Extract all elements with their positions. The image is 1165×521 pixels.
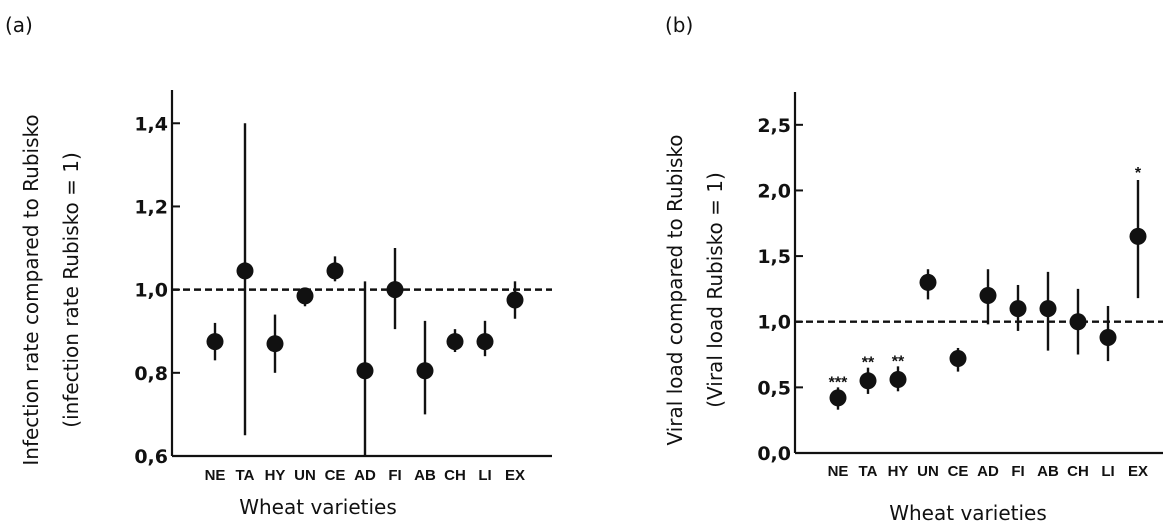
panel-b-ytick-label: 1,0 bbox=[757, 312, 791, 334]
panel-b-data-point bbox=[889, 370, 907, 388]
panel-a-category-label: CE bbox=[325, 467, 346, 484]
panel-b-data-point bbox=[1099, 328, 1117, 346]
panel-a-xlabel: Wheat varieties bbox=[239, 495, 397, 519]
panel-b-category-label: TA bbox=[859, 463, 878, 480]
panel-a-data-point bbox=[416, 362, 434, 380]
panel-a-category-label: LI bbox=[478, 467, 491, 484]
panel-b-significance-label: *** bbox=[829, 374, 848, 391]
panel-b-category-label: AB bbox=[1037, 463, 1059, 480]
panel-b-ylabel-line2: (Viral load Rubisko = 1) bbox=[703, 172, 727, 408]
panel-a-category-label: FI bbox=[388, 467, 401, 484]
panel-b-category-label: CH bbox=[1067, 463, 1089, 480]
panel-a-label: (a) bbox=[5, 13, 33, 37]
panel-a-plot: 0,6 0,8 1,0 1,2 1,4 NE TA HY UN CE AD FI AB CH LI EX bbox=[134, 90, 552, 484]
panel-b-data-point bbox=[1069, 313, 1087, 331]
panel-b-data-point bbox=[979, 286, 997, 304]
panel-b-data-point bbox=[919, 273, 937, 291]
panel-b-significance-label: * bbox=[1135, 165, 1142, 182]
panel-a-ylabel-line2: (infection rate Rubisko = 1) bbox=[59, 152, 83, 427]
panel-a-data-point bbox=[476, 333, 494, 351]
panel-b-xlabel: Wheat varieties bbox=[889, 501, 1047, 521]
panel-b-data-point bbox=[1009, 300, 1027, 318]
panel-a-data-point bbox=[506, 291, 524, 309]
panel-b-category-label: CE bbox=[948, 463, 969, 480]
panel-a-ytick-label: 1,4 bbox=[134, 113, 168, 135]
panel-a-data-point bbox=[236, 262, 254, 280]
panel-b-data-point bbox=[829, 389, 847, 407]
panel-a-category-label: AB bbox=[414, 467, 436, 484]
panel-b-category-label: UN bbox=[917, 463, 939, 480]
panel-b-ytick-label: 2,5 bbox=[757, 115, 791, 137]
panel-a-data-point bbox=[206, 333, 224, 351]
panel-a-ytick-label: 1,2 bbox=[134, 196, 168, 218]
panel-b-data-point bbox=[1039, 300, 1057, 318]
panel-b-category-label: EX bbox=[1128, 463, 1148, 480]
panel-a-category-label: NE bbox=[205, 467, 226, 484]
panel-b-significance-label: ** bbox=[892, 353, 905, 370]
panel-b-ytick-label: 1,5 bbox=[757, 246, 791, 268]
panel-a-data-point bbox=[386, 281, 404, 299]
panel-b-data-point bbox=[1129, 227, 1147, 245]
panel-a-data-point bbox=[446, 333, 464, 351]
panel-a-ytick-label: 1,0 bbox=[134, 280, 168, 302]
panel-a-category-label: AD bbox=[354, 467, 376, 484]
panel-a-category-label: EX bbox=[505, 467, 525, 484]
panel-a-ytick-label: 0,8 bbox=[134, 363, 168, 385]
panel-a-data-point bbox=[356, 362, 374, 380]
panel-a: (a) Infection rate compared to Rubisko (… bbox=[5, 13, 552, 519]
panel-a-category-label: TA bbox=[236, 467, 255, 484]
panel-b-ytick-label: 0,0 bbox=[757, 443, 791, 465]
panel-b: (b) Viral load compared to Rubisko (Vira… bbox=[663, 13, 1163, 521]
panel-b-ylabel-line1: Viral load compared to Rubisko bbox=[663, 135, 687, 446]
panel-a-category-label: UN bbox=[294, 467, 316, 484]
panel-b-category-label: LI bbox=[1101, 463, 1114, 480]
panel-b-ytick-label: 0,5 bbox=[757, 377, 791, 399]
panel-b-category-label: FI bbox=[1011, 463, 1024, 480]
panel-a-ytick-label: 0,6 bbox=[134, 446, 168, 468]
panel-b-category-label: NE bbox=[828, 463, 849, 480]
panel-a-ylabel-line1: Infection rate compared to Rubisko bbox=[19, 114, 43, 465]
panel-b-plot: 0,0 0,5 1,0 1,5 2,0 2,5 NE TA HY UN CE AD FI AB CH LI EX… bbox=[757, 92, 1163, 480]
panel-b-significance-label: ** bbox=[862, 355, 875, 372]
panel-a-category-label: CH bbox=[444, 467, 466, 484]
panel-a-data-point bbox=[296, 287, 314, 305]
panel-b-data-point bbox=[949, 349, 967, 367]
panel-b-label: (b) bbox=[665, 13, 693, 37]
panel-b-category-label: HY bbox=[888, 463, 909, 480]
panel-a-category-label: HY bbox=[265, 467, 286, 484]
panel-b-ytick-label: 2,0 bbox=[757, 180, 791, 202]
panel-a-data-point bbox=[326, 262, 344, 280]
panel-b-data-point bbox=[859, 372, 877, 390]
panel-b-category-label: AD bbox=[977, 463, 999, 480]
panel-a-data-point bbox=[266, 335, 284, 353]
